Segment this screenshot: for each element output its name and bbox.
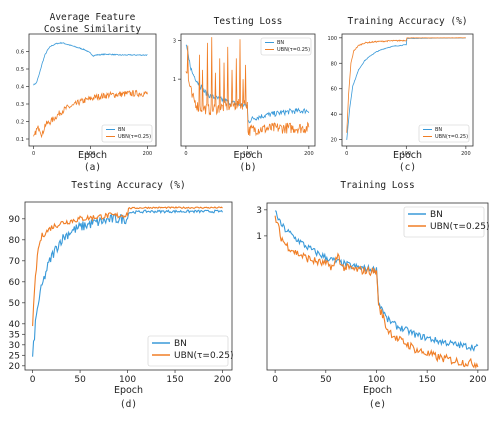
x-tick-label: 50 [74,375,86,385]
subfigure-label: (d) [120,399,137,410]
x-tick-label: 200 [461,151,471,157]
legend-label-bn: BN [277,40,284,46]
series-line-bn [274,210,479,352]
y-tick-label: 20 [331,138,337,144]
series-line-bn [33,41,148,86]
y-tick-label: 0.1 [16,137,24,143]
chart-c: Training Accuracy (%) 0 100 200 20 40 60 80 100 B… [327,16,474,173]
chart-e: Training Loss 0 50 100 150 200 1 3 BN UBN(τ=0.25)… [256,180,489,410]
x-tick-label: 0 [30,375,36,385]
y-tick-label: 25 [9,351,20,361]
y-tick-label: 0.6 [16,50,24,56]
y-tick-label: 80 [331,61,337,67]
series-line-ubn [274,215,479,370]
x-tick-label: 0 [184,151,187,157]
x-tick-label: 50 [320,375,332,385]
chart-d: Testing Accuracy (%) 0 50 100 150 200 20253035… [9,180,234,410]
plot-frame [28,33,157,147]
y-tick-label: 100 [327,36,337,42]
x-axis-label: Epoch [78,150,107,161]
x-axis-label: Epoch [114,385,143,396]
y-tick-label: 40 [331,112,337,118]
series-line-ubn [32,206,223,327]
x-axis-label: Epoch [393,150,422,161]
chart-title: Cosine Similarity [44,24,142,35]
series-line-bn [346,37,466,140]
series-line-ubn [185,37,310,137]
x-tick-label: 0 [345,151,348,157]
y-tick-label: 70 [9,257,21,267]
y-tick-label: 0.3 [16,102,24,108]
x-tick-label: 200 [304,151,314,157]
y-tick-label: 0.5 [16,67,24,73]
x-tick-label: 200 [469,375,486,385]
chart-title: Testing Accuracy (%) [71,180,185,191]
y-tick-label: 50 [9,299,21,309]
chart-title: Average Feature [50,12,136,23]
series-line-ubn [33,89,148,139]
y-tick-label: 3 [173,38,176,44]
legend: BN UBN(τ=0.25) [403,206,490,238]
legend-label-bn: BN [174,339,187,349]
y-tick-label: 1 [256,232,262,242]
y-tick-label: 3 [256,206,262,216]
subfigure-label: (c) [399,162,416,173]
x-tick-label: 100 [243,151,253,157]
plot-frame [341,33,474,147]
chart-title: Training Loss [340,180,414,191]
y-tick-label: 0.2 [16,120,24,126]
legend-label-ubn: UBN(τ=0.25) [435,134,468,140]
y-tick-label: 40 [9,320,21,330]
x-axis-label: Epoch [363,385,392,396]
y-tick-label: 20 [9,362,21,372]
legend-label-ubn: UBN(τ=0.25) [118,134,151,140]
y-tick-label: 0.4 [16,85,24,91]
x-tick-label: 150 [419,375,436,385]
legend-label-bn: BN [118,127,125,133]
subfigure-label: (a) [84,162,101,173]
legend-label-bn: BN [430,210,443,220]
plot-frame [180,33,316,147]
y-tick-label: 30 [9,341,21,351]
subfigure-label: (e) [369,399,386,410]
series-line-bn [32,209,223,357]
y-tick-label: 1 [173,77,176,83]
y-tick-label: 60 [9,278,21,288]
x-tick-label: 200 [214,375,231,385]
x-tick-label: 0 [272,375,278,385]
series-line-ubn [346,37,466,133]
legend: BN UBN(τ=0.25) [147,335,234,367]
chart-title: Testing Loss [214,16,283,27]
legend-label-bn: BN [435,127,442,133]
legend-label-ubn: UBN(τ=0.25) [430,222,490,232]
subfigure-label: (b) [239,162,256,173]
x-tick-label: 100 [86,151,96,157]
y-tick-label: 80 [9,236,21,246]
y-tick-label: 90 [9,215,21,225]
x-tick-label: 100 [119,375,136,385]
chart-title: Training Accuracy (%) [347,16,467,27]
x-tick-label: 100 [402,151,412,157]
x-axis-label: Epoch [233,150,262,161]
plot-frame [266,202,489,371]
legend-label-ubn: UBN(τ=0.25) [277,47,310,53]
y-tick-label: 60 [331,87,337,93]
x-tick-label: 100 [368,375,385,385]
x-tick-label: 150 [166,375,183,385]
legend-label-ubn: UBN(τ=0.25) [174,351,234,361]
plot-frame [24,201,233,371]
y-tick-label: 35 [9,330,20,340]
x-tick-label: 200 [143,151,153,157]
x-tick-label: 0 [32,151,35,157]
